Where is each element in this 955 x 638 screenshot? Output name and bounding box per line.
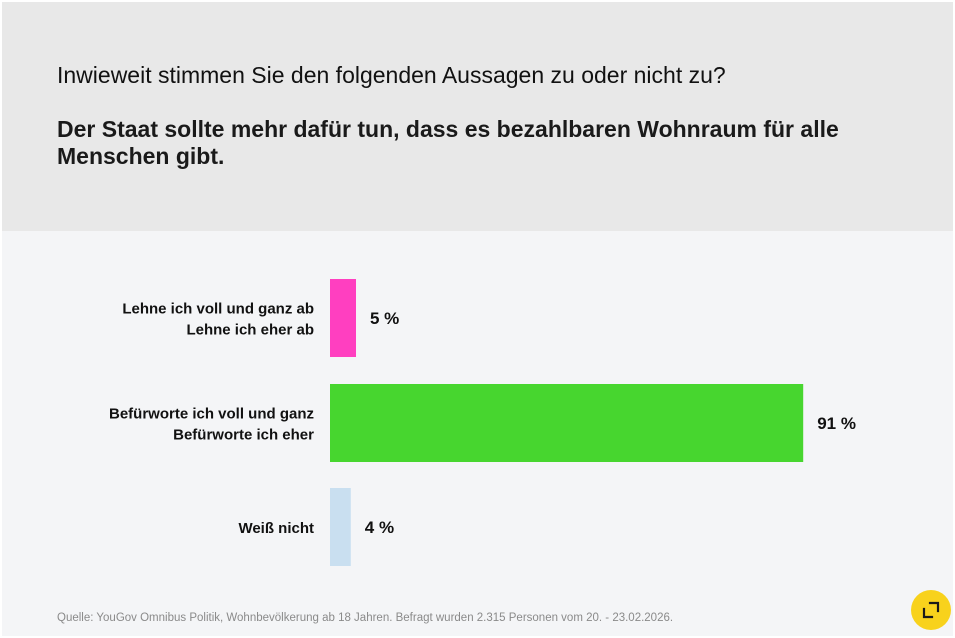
survey-statement: Der Staat sollte mehr dafür tun, dass es… <box>57 116 839 169</box>
value-label-0: 5 % <box>370 309 399 328</box>
bar-chart: 5 % Lehne ich voll und ganz ab Lehne ich e… <box>109 279 856 566</box>
chart-header: Inwieweit stimmen Sie den folgenden Auss… <box>2 2 953 231</box>
source-note: Quelle: YouGov Omnibus Politik, Wohnbevö… <box>57 612 674 624</box>
bar-1 <box>330 384 804 462</box>
expand-button[interactable] <box>911 590 951 630</box>
category-label-1-1: Befürworte ich eher <box>173 427 314 444</box>
category-label-0-0: Lehne ich voll und ganz ab <box>122 301 314 318</box>
category-label-0-1: Lehne ich eher ab <box>186 322 314 339</box>
expand-icon <box>922 601 940 619</box>
bar-0 <box>330 279 356 357</box>
value-label-2: 4 % <box>365 518 394 537</box>
survey-question: Inwieweit stimmen Sie den folgenden Auss… <box>57 62 726 88</box>
category-label-1-0: Befürworte ich voll und ganz <box>109 406 314 423</box>
bar-2 <box>330 488 351 566</box>
category-label-2-0: Weiß nicht <box>238 520 314 537</box>
value-label-1: 91 % <box>817 414 856 433</box>
